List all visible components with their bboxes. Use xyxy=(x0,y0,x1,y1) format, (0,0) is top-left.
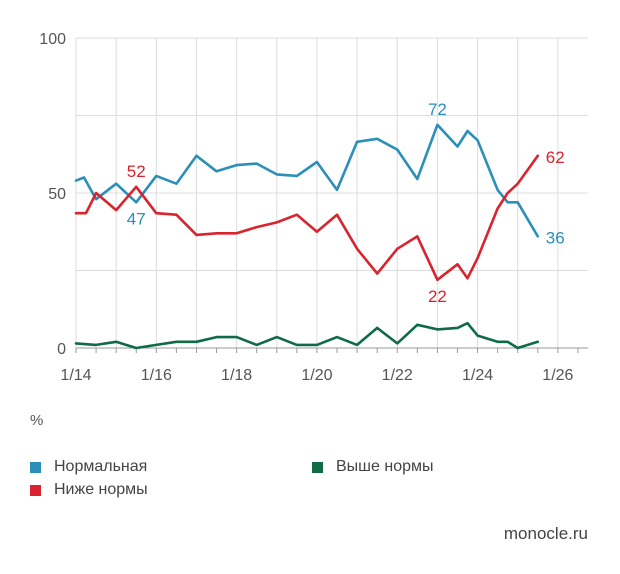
legend-item-above: Выше нормы xyxy=(312,458,433,476)
series-line-1 xyxy=(74,154,540,282)
x-tick-label: 1/14 xyxy=(60,367,91,384)
series-lines xyxy=(74,123,540,350)
legend-swatch-normal xyxy=(30,461,41,473)
legend-swatch-above xyxy=(312,461,323,473)
legend-item-normal: Нормальная xyxy=(30,458,147,476)
y-tick-label: 0 xyxy=(57,341,66,358)
x-tick-label: 1/16 xyxy=(141,367,172,384)
data-label: 52 xyxy=(127,162,146,181)
data-label: 36 xyxy=(546,228,565,247)
data-label: 62 xyxy=(546,148,565,167)
x-tick-label: 1/24 xyxy=(462,367,493,384)
axes: 0 50 100 1/14 1/16 1/18 1/20 1/22 1/24 1/26 xyxy=(39,31,588,384)
x-tick-label: 1/22 xyxy=(382,367,413,384)
data-label: 47 xyxy=(127,209,146,228)
x-tick-label: 1/20 xyxy=(301,367,332,384)
x-tick-label: 1/26 xyxy=(542,367,573,384)
line-chart: 0 50 100 1/14 1/16 1/18 1/20 1/22 1/24 1/26 47 72 3… xyxy=(39,31,588,384)
series-line-2 xyxy=(74,321,540,350)
legend-label-above: Выше нормы xyxy=(336,458,434,475)
data-labels: 47 72 36 52 22 62 xyxy=(127,100,565,306)
legend-swatch-below xyxy=(30,484,41,496)
legend-label-below: Ниже нормы xyxy=(54,481,148,498)
y-tick-label: 100 xyxy=(39,31,66,48)
source-label: monocle.ru xyxy=(503,524,588,543)
data-label: 72 xyxy=(428,100,447,119)
data-label: 22 xyxy=(428,287,447,306)
y-tick-label: 50 xyxy=(48,186,66,203)
grid xyxy=(75,37,588,348)
x-tick-label: 1/18 xyxy=(221,367,252,384)
unit-label: % xyxy=(30,412,44,429)
legend-label-normal: Нормальная xyxy=(54,458,148,475)
legend-item-below: Ниже нормы xyxy=(30,481,148,499)
